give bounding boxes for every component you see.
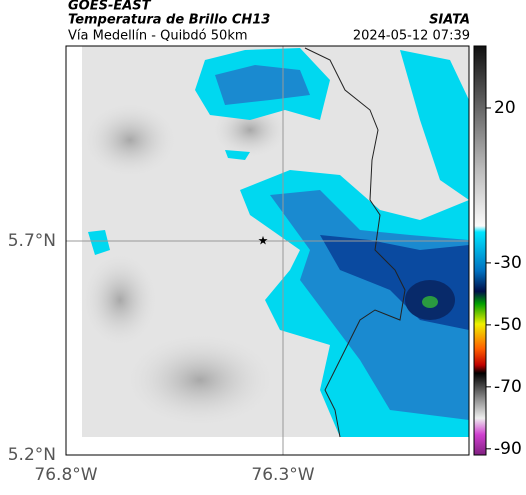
lat-label: 5.2°N [8, 445, 56, 465]
colorbar-tick-label: -50 [494, 315, 522, 335]
title: GOES-EAST [68, 0, 152, 14]
source: SIATA [429, 13, 470, 28]
colorbar-tick-label: -30 [494, 253, 522, 273]
colorbar [473, 45, 487, 456]
location: Vía Medellín - Quibdó 50km [68, 29, 248, 44]
colorbar-tick-label: 20 [494, 98, 516, 118]
colorbar-tick-label: -90 [494, 439, 522, 459]
colorbar-tick-label: -70 [494, 377, 522, 397]
lon-label: 76.8°W [34, 465, 97, 485]
lon-label: 76.3°W [251, 465, 314, 485]
datetime: 2024-05-12 07:39 [353, 29, 470, 44]
svg-text:★: ★ [258, 234, 269, 248]
subtitle: Temperatura de Brillo CH13 [68, 13, 270, 28]
lat-label: 5.7°N [8, 231, 56, 251]
map-area: ★ [65, 45, 470, 456]
